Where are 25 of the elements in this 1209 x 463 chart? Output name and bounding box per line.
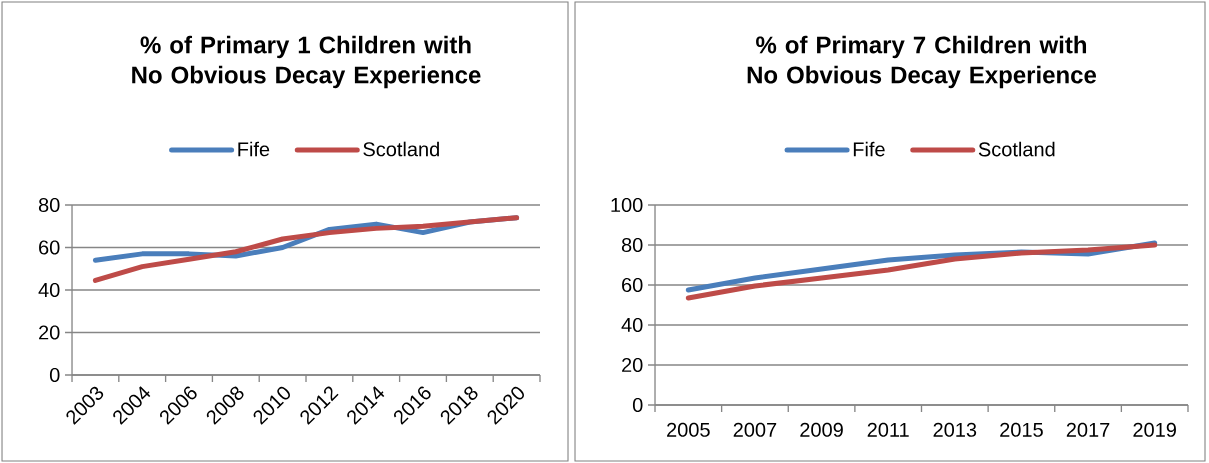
legend-label: Scotland xyxy=(978,141,1055,157)
legend-label: Fife xyxy=(853,141,885,157)
x-tick-label: 2009 xyxy=(800,422,843,437)
chart-title: % of Primary 1 Children with No Obvious Decay Experience xyxy=(132,35,481,89)
x-tick-label: 2019 xyxy=(1133,422,1176,437)
x-tick-label: 2015 xyxy=(1000,422,1043,437)
y-tick-label: 80 xyxy=(621,237,643,253)
y-tick-label: 40 xyxy=(38,282,60,298)
legend-label: Scotland xyxy=(363,141,439,157)
x-tick-label: 2005 xyxy=(667,422,710,437)
chart-title: % of Primary 7 Children with No Obvious Decay Experience xyxy=(747,35,1097,89)
x-tick-label: 2011 xyxy=(867,422,909,437)
y-tick-label: 60 xyxy=(622,277,643,293)
y-tick-label: 40 xyxy=(621,317,643,333)
y-tick-label: 20 xyxy=(39,325,60,340)
y-tick-label: 100 xyxy=(611,197,643,213)
y-tick-label: 0 xyxy=(632,397,643,413)
y-tick-label: 0 xyxy=(49,367,60,383)
y-tick-label: 80 xyxy=(38,197,60,213)
x-tick-label: 2007 xyxy=(733,422,777,437)
y-tick-label: 20 xyxy=(622,357,643,373)
y-tick-label: 60 xyxy=(39,240,60,255)
x-tick-label: 2013 xyxy=(933,422,977,437)
x-tick-label: 2017 xyxy=(1066,422,1110,437)
legend-label: Fife xyxy=(238,141,270,157)
